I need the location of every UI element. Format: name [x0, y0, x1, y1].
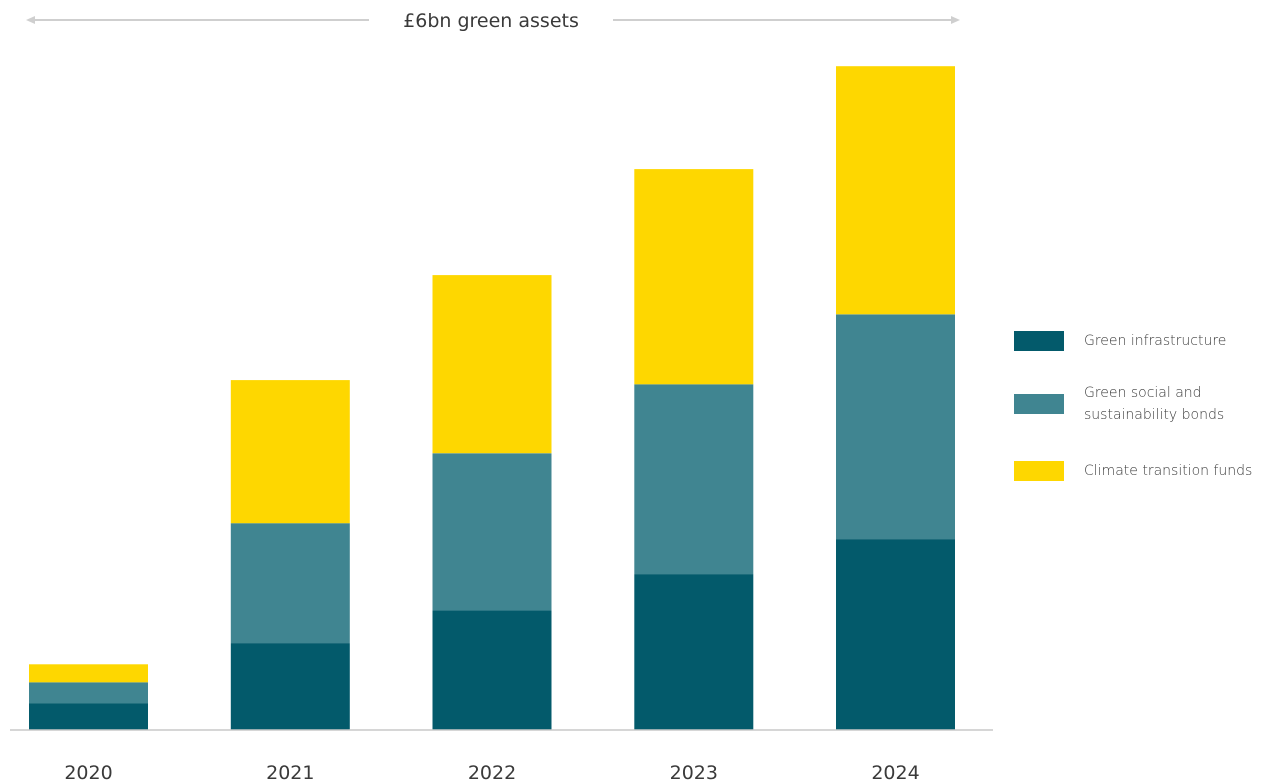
bar-2022-series-1	[432, 453, 552, 611]
bar-2022-series-2	[432, 275, 552, 454]
x-tick-label-2020: 2020	[64, 762, 112, 784]
x-axis: 2020 2021 2022 2023 2024	[10, 729, 993, 784]
annotation-label: £6bn green assets	[403, 10, 579, 32]
bar-2024-series-2	[836, 66, 955, 315]
x-tick-label-2021: 2021	[266, 762, 314, 784]
bar-2021-series-0	[230, 643, 350, 730]
annotation-arrowhead-right	[951, 16, 960, 24]
bar-2023-series-0	[634, 574, 754, 730]
legend-label-green-social-bonds: Green social and sustainability bonds	[1084, 385, 1225, 423]
legend-swatch-climate-transition-funds	[1014, 461, 1064, 481]
bar-2023-series-2	[634, 169, 754, 385]
legend-swatch-green-social-bonds	[1014, 394, 1064, 414]
bars-group	[29, 66, 955, 730]
legend-item-green-infrastructure: Green infrastructure	[1014, 330, 1259, 352]
bar-2021-series-1	[230, 523, 350, 643]
bar-2024-series-1	[836, 314, 955, 540]
bar-2022-series-0	[432, 610, 552, 730]
x-tick-label-2022: 2022	[468, 762, 516, 784]
legend-label-climate-transition-funds: Climate transition funds	[1084, 463, 1253, 479]
legend-label-green-infrastructure: Green infrastructure	[1084, 333, 1227, 349]
bar-2023-series-1	[634, 384, 754, 575]
bar-2024-series-0	[836, 539, 955, 730]
total-annotation: £6bn green assets	[26, 10, 960, 32]
bar-2020-series-2	[29, 664, 148, 683]
x-tick-label-2024: 2024	[871, 762, 919, 784]
bar-2020-series-0	[29, 703, 148, 730]
x-tick-label-2023: 2023	[670, 762, 718, 784]
legend-item-climate-transition-funds: Climate transition funds	[1014, 460, 1259, 482]
legend-item-green-social-bonds: Green social and sustainability bonds	[1014, 382, 1259, 426]
bar-2021-series-2	[230, 380, 350, 524]
legend-swatch-green-infrastructure	[1014, 331, 1064, 351]
bar-2020-series-1	[29, 682, 148, 704]
annotation-arrowhead-left	[26, 16, 35, 24]
